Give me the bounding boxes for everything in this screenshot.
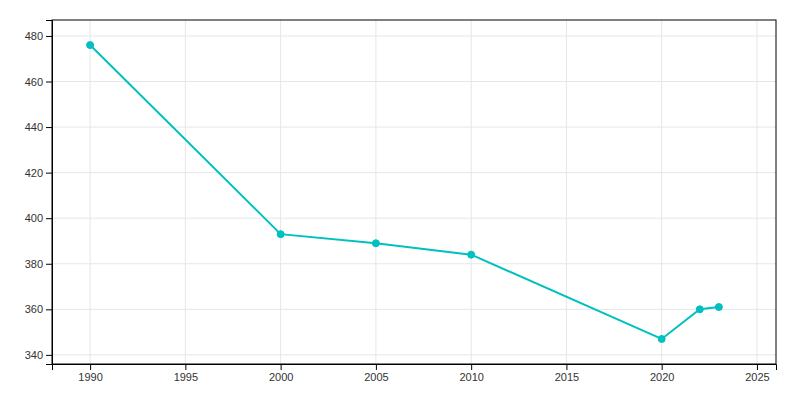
point — [696, 306, 703, 313]
tick: 2005 — [364, 364, 388, 383]
tick-label: 340 — [25, 349, 43, 361]
tick-mark — [757, 364, 758, 370]
grid — [52, 20, 776, 364]
grid-line-y — [52, 309, 776, 310]
grid-line-x — [661, 20, 662, 364]
grid-line-y — [52, 127, 776, 128]
tick-label: 2020 — [650, 371, 674, 383]
tick-mark — [46, 355, 52, 356]
chart-container: 1990 1995 2000 2005 2010 2015 2020 2025 340 360 38… — [0, 0, 800, 400]
tick-label: 1995 — [174, 371, 198, 383]
tick-label: 400 — [25, 212, 43, 224]
tick: 420 — [25, 167, 52, 179]
grid-line-y — [52, 35, 776, 36]
tick-label: 2000 — [269, 371, 293, 383]
tick: 380 — [25, 258, 52, 270]
point — [715, 304, 722, 311]
grid-line-x — [185, 20, 186, 364]
point — [277, 231, 284, 238]
tick: 2000 — [269, 364, 293, 383]
tick: 360 — [25, 303, 52, 315]
tick-mark — [662, 364, 663, 370]
tick-mark — [46, 218, 52, 219]
tick: 340 — [25, 349, 52, 361]
chart-svg: 1990 1995 2000 2005 2010 2015 2020 2025 340 360 38… — [0, 0, 800, 400]
tick-label: 480 — [25, 30, 43, 42]
point — [87, 42, 94, 49]
tick-label: 440 — [25, 121, 43, 133]
y-axis: 340 360 380 400 420 440 460 480 — [25, 21, 53, 365]
tick-mark — [46, 264, 52, 265]
tick: 460 — [25, 76, 52, 88]
marks — [87, 42, 723, 343]
tick-mark — [471, 364, 472, 370]
tick-mark — [90, 364, 91, 370]
tick-label: 1990 — [78, 371, 102, 383]
grid-line-x — [375, 20, 376, 364]
tick-mark — [566, 364, 567, 370]
tick-mark — [46, 82, 52, 83]
point — [658, 335, 665, 342]
grid-line-y — [52, 354, 776, 355]
plot-area: 1990 1995 2000 2005 2010 2015 2020 2025 340 360 38… — [25, 20, 777, 383]
tick: 2020 — [650, 364, 674, 383]
tick: 1995 — [174, 364, 198, 383]
tick-mark — [46, 36, 52, 37]
point — [372, 240, 379, 247]
grid-line-x — [756, 20, 757, 364]
grid-line-y — [52, 263, 776, 264]
tick: 480 — [25, 30, 52, 42]
tick: 440 — [25, 121, 52, 133]
tick: 2025 — [745, 364, 769, 383]
tick-label: 460 — [25, 76, 43, 88]
grid-line-y — [52, 172, 776, 173]
tick-mark — [46, 173, 52, 174]
grid-line-x — [90, 20, 91, 364]
tick: 1990 — [78, 364, 102, 383]
grid-line-x — [566, 20, 567, 364]
tick-label: 2005 — [364, 371, 388, 383]
line — [90, 45, 719, 339]
tick: 400 — [25, 212, 52, 224]
axis-line — [53, 365, 777, 371]
tick-label: 420 — [25, 167, 43, 179]
tick: 2015 — [555, 364, 579, 383]
grid-line-y — [52, 218, 776, 219]
tick-mark — [46, 127, 52, 128]
plot-frame — [52, 20, 776, 364]
tick-label: 2015 — [555, 371, 579, 383]
grid-line-x — [471, 20, 472, 364]
tick-label: 2025 — [745, 371, 769, 383]
tick-mark — [46, 309, 52, 310]
grid-line-y — [52, 81, 776, 82]
tick-label: 380 — [25, 258, 43, 270]
tick-label: 360 — [25, 303, 43, 315]
x-axis: 1990 1995 2000 2005 2010 2015 2020 2025 — [53, 364, 777, 383]
tick-label: 2010 — [459, 371, 483, 383]
point — [468, 251, 475, 258]
grid-line-x — [280, 20, 281, 364]
tick-mark — [281, 364, 282, 370]
tick: 2010 — [459, 364, 483, 383]
tick-mark — [185, 364, 186, 370]
tick-mark — [376, 364, 377, 370]
